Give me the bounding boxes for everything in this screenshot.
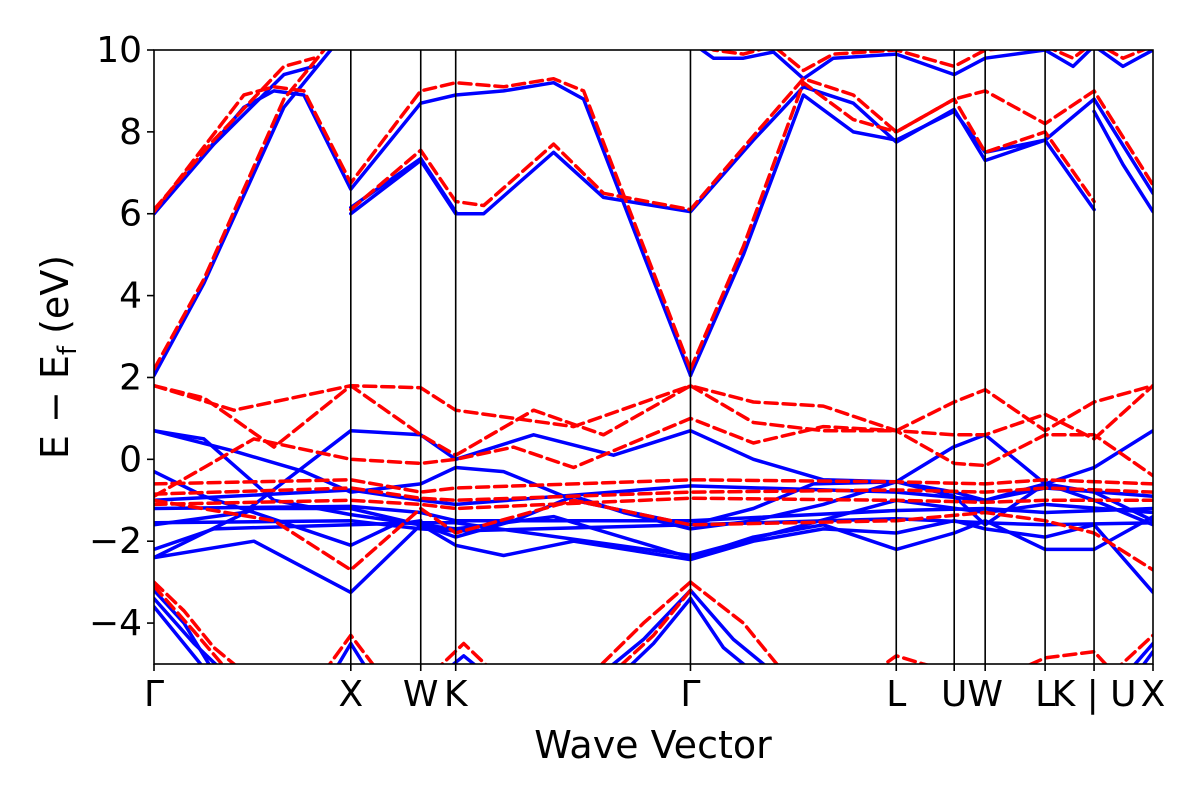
- y-axis-label-sub: f: [53, 345, 83, 355]
- y-axis: −4 −2 0 2 4 6 8 10: [89, 30, 154, 644]
- band-line-31: [349, 76, 1096, 212]
- x-tick-label-3: K: [444, 674, 469, 715]
- y-tick-label-3: 2: [119, 357, 142, 398]
- band-line-22: [688, 588, 767, 664]
- x-tick-label-7: W: [967, 674, 1003, 715]
- y-axis-label-main: E − E: [33, 355, 77, 459]
- y-tick-label-4: 4: [119, 276, 142, 317]
- band-line-49: [881, 654, 931, 664]
- band-line-13: [154, 518, 1153, 595]
- band-line-50: [1027, 649, 1108, 664]
- band-line-43: [154, 584, 225, 664]
- band-line-5: [688, 93, 1153, 378]
- band-line-7: [698, 50, 1153, 81]
- x-tick-label-0: Γ: [144, 674, 164, 715]
- band-line-45: [688, 580, 779, 664]
- x-tick-label-4: Γ: [680, 674, 700, 715]
- band-line-34: [709, 50, 1148, 73]
- band-line-33: [688, 80, 1153, 372]
- band-line-48: [439, 641, 488, 664]
- y-tick-label-1: −2: [89, 521, 142, 562]
- band-line-38: [154, 478, 1153, 494]
- band-line-20: [154, 604, 203, 664]
- band-line-19: [154, 596, 218, 664]
- band-line-4: [154, 80, 693, 378]
- plot-frame: [153, 49, 1154, 665]
- band-line-44: [599, 580, 693, 664]
- band-line-23: [629, 596, 693, 664]
- band-line-0: [154, 50, 333, 378]
- band-line-1: [154, 64, 316, 216]
- x-tick-label-1: X: [338, 674, 363, 715]
- y-axis-label-unit: (eV): [33, 255, 77, 346]
- y-tick-label-2: 0: [119, 439, 142, 480]
- band-line-42: [154, 580, 237, 664]
- band-line-28: [1141, 649, 1153, 664]
- band-line-37: [154, 416, 1153, 498]
- x-axis-label: Wave Vector: [534, 723, 772, 767]
- y-axis-label: E − Ef (eV): [33, 255, 83, 459]
- y-tick-label-0: −4: [89, 603, 142, 644]
- band-line-18: [154, 588, 211, 664]
- x-tick-label-6: U: [941, 674, 967, 715]
- band-line-32: [154, 76, 693, 372]
- x-tick-label-8: L: [1035, 674, 1055, 715]
- band-line-29: [154, 50, 327, 372]
- y-tick-label-7: 10: [96, 30, 142, 71]
- x-tick-label-9: K | U: [1052, 674, 1137, 715]
- band-line-2: [349, 85, 1096, 216]
- band-line-6: [1092, 109, 1153, 214]
- y-tick-label-5: 6: [119, 194, 142, 235]
- band-line-39: [154, 486, 1153, 503]
- x-tick-label-5: L: [886, 674, 906, 715]
- band-line-40: [154, 498, 1153, 572]
- band-line-24: [688, 596, 747, 664]
- band-line-11: [154, 428, 1153, 527]
- band-line-51: [1119, 633, 1153, 664]
- band-line-35: [154, 383, 1153, 433]
- x-tick-label-2: W: [403, 674, 439, 715]
- series-layer: [154, 50, 1153, 664]
- band-line-26: [450, 654, 477, 664]
- band-line-27: [1132, 641, 1153, 664]
- kpoint-lines: [350, 50, 1095, 664]
- band-line-21: [610, 588, 693, 664]
- band-line-46: [619, 588, 693, 664]
- y-tick-label-6: 8: [119, 112, 142, 153]
- x-tick-label-10: X: [1141, 674, 1166, 715]
- band-line-41: [154, 496, 1153, 511]
